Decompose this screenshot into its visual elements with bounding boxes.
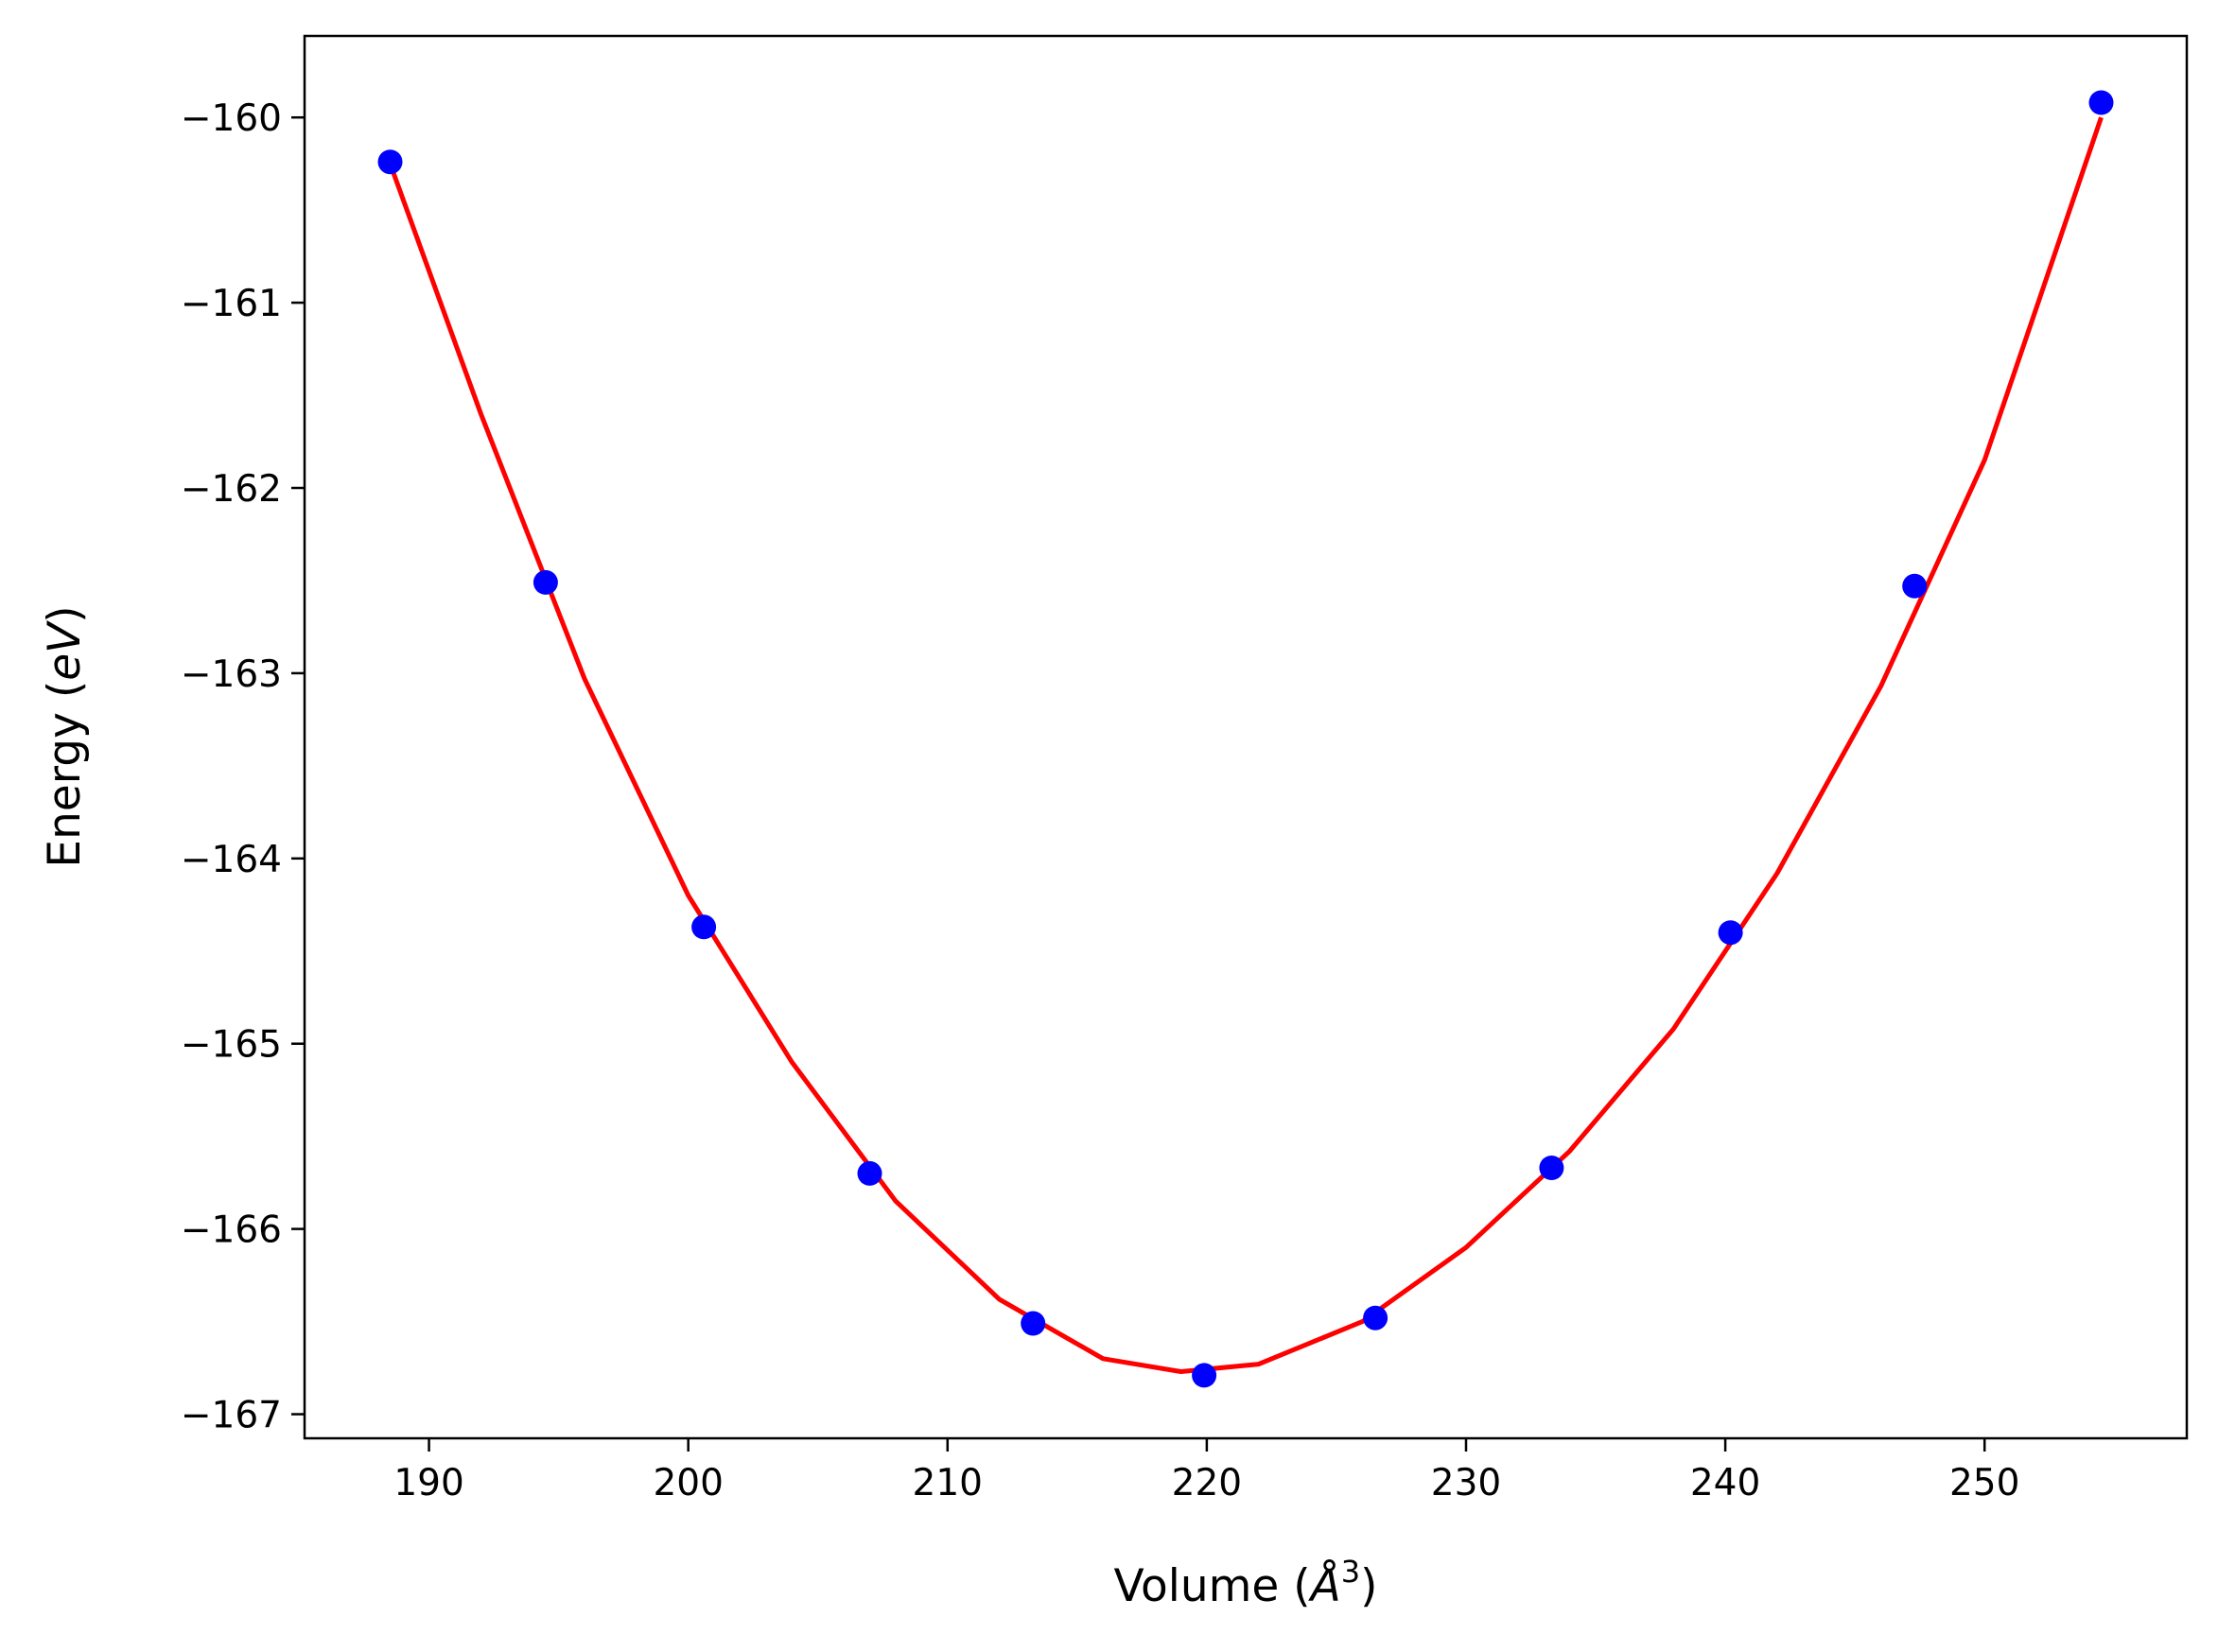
x-axis-title-unit: Å — [1308, 1560, 1341, 1612]
data-point — [691, 914, 717, 940]
y-tick-label: −167 — [181, 1395, 282, 1437]
data-point — [1021, 1311, 1046, 1336]
data-point — [1539, 1156, 1564, 1180]
y-tick-label: −162 — [181, 468, 282, 511]
x-axis-title: Volume (Å3) — [1114, 1554, 1378, 1612]
y-tick-label: −165 — [181, 1024, 282, 1067]
y-axis-title: Energy (eV) — [39, 605, 91, 867]
y-axis-ticks: −167 −166 −165 −164 −163 −162 −161 −160 — [181, 97, 305, 1437]
x-axis-title-suffix: ) — [1360, 1560, 1377, 1612]
y-tick-label: −161 — [181, 283, 282, 325]
y-axis-title-suffix: ) — [39, 605, 91, 622]
data-point — [1718, 920, 1743, 946]
x-axis-title-exponent: 3 — [1341, 1554, 1360, 1590]
data-point — [1192, 1363, 1217, 1388]
x-tick-label: 200 — [653, 1462, 723, 1504]
x-tick-label: 230 — [1431, 1462, 1501, 1504]
plot-content — [377, 90, 2114, 1388]
y-tick-label: −163 — [181, 653, 282, 696]
x-tick-label: 190 — [393, 1462, 463, 1504]
y-axis-title-prefix: Energy ( — [39, 681, 91, 868]
y-tick-label: −164 — [181, 839, 282, 881]
y-axis-title-unit: eV — [39, 620, 91, 681]
data-point — [377, 149, 403, 175]
fit-curve — [388, 116, 2104, 1374]
data-point — [1363, 1305, 1388, 1330]
data-point — [533, 569, 558, 595]
y-tick-label: −166 — [181, 1209, 282, 1252]
plot-frame — [303, 34, 2189, 1440]
x-tick-label: 220 — [1172, 1462, 1242, 1504]
y-tick-label: −160 — [181, 97, 282, 140]
data-point — [2088, 90, 2114, 115]
data-point — [1902, 573, 1928, 599]
x-tick-label: 240 — [1690, 1462, 1760, 1504]
x-tick-label: 210 — [913, 1462, 983, 1504]
x-tick-label: 250 — [1949, 1462, 2019, 1504]
x-axis-title-prefix: Volume ( — [1114, 1560, 1311, 1612]
data-point — [857, 1160, 882, 1186]
x-axis-ticks: 190 200 210 220 230 240 250 — [393, 1438, 2019, 1504]
